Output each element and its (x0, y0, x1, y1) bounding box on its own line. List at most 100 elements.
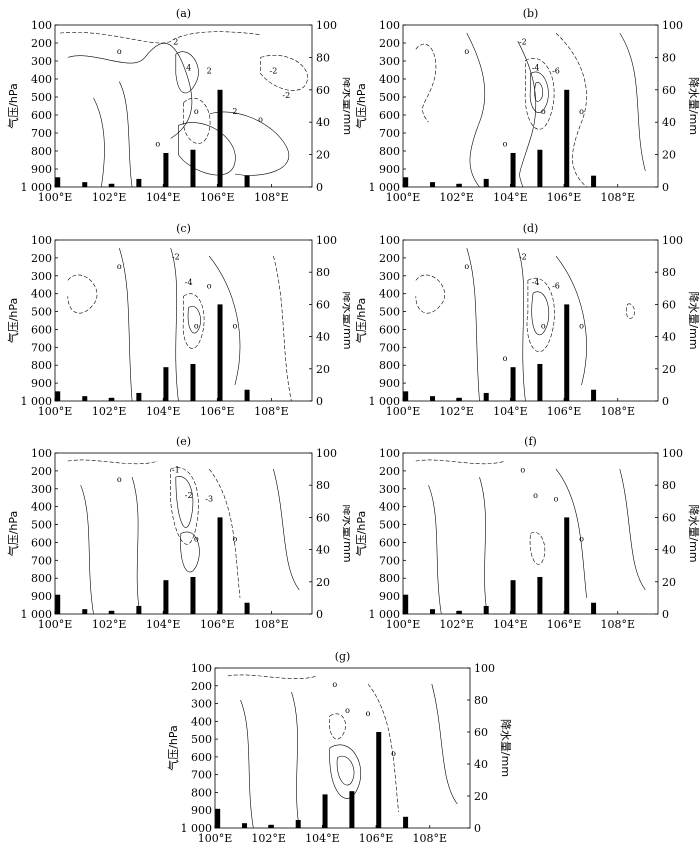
y-left-axis-label: 气压/hPa (6, 298, 20, 344)
y-right-tick-label: 0 (316, 395, 323, 408)
contour-line (336, 755, 355, 786)
precip-bar (483, 605, 489, 614)
y-right-tick-label: 60 (316, 84, 330, 97)
y-left-tick-label: 600 (31, 109, 52, 122)
contour-label: -6 (552, 67, 560, 76)
y-right-tick-label: 60 (474, 726, 488, 739)
x-tick-label: 104°E (493, 618, 528, 631)
precip-bar (564, 517, 570, 614)
y-left-tick-label: 800 (31, 145, 52, 158)
x-tick-label: 100°E (386, 618, 421, 631)
y-right-tick-label: 20 (316, 576, 330, 589)
x-tick-label: 108°E (254, 191, 289, 204)
y-right-tick-label: 60 (662, 298, 676, 311)
contour-label: 2 (232, 107, 237, 116)
y-left-tick-label: 500 (31, 91, 52, 104)
precip-bar (322, 794, 328, 828)
y-left-tick-label: 200 (379, 465, 400, 478)
contour-line (517, 248, 526, 402)
y-left-tick-label: 600 (379, 536, 400, 549)
precip-bar (190, 363, 196, 401)
y-left-tick-label: 400 (31, 73, 52, 86)
contour-label: o (579, 107, 584, 116)
precip-bar (430, 182, 436, 187)
y-left-tick-label: 300 (31, 55, 52, 68)
contour-line (431, 683, 458, 805)
contour-line (187, 305, 201, 334)
y-right-tick-label: 60 (662, 511, 676, 524)
panel-e: (e) 100 200 300 400 500 600 700 800 900 1 000 0 20 40… (0, 432, 355, 646)
contour-label: -4 (532, 63, 540, 72)
x-tick-label: 102°E (92, 618, 127, 631)
precip-bar (295, 820, 301, 828)
precip-bar (55, 594, 61, 614)
precip-bar (483, 392, 489, 401)
contour-label: o (345, 706, 350, 715)
precip-bar (136, 392, 142, 401)
contour-label: o (520, 465, 525, 474)
x-tick-label: 102°E (439, 191, 474, 204)
precip-bar (564, 89, 570, 187)
precip-bar (510, 152, 516, 187)
precip-bar (136, 178, 142, 187)
y-left-tick-label: 800 (191, 786, 212, 799)
panel-g: (g) 100 200 300 400 500 600 700 800 900 1 000 0 20 40… (160, 648, 513, 858)
contour-label: o (117, 47, 122, 56)
y-right-tick-label: 80 (662, 266, 676, 279)
precip-bar (244, 389, 250, 401)
x-tick-label: 106°E (359, 832, 394, 845)
contour-line (208, 468, 241, 598)
y-left-tick-label: 900 (31, 163, 52, 176)
contour-label: -4 (185, 278, 193, 287)
y-left-tick-label: 300 (31, 483, 52, 496)
y-right-axis-label: 降水量/mm (687, 291, 700, 349)
contour-label: o (194, 535, 199, 544)
precip-bar (537, 576, 543, 614)
precip-bar (109, 183, 115, 187)
contour-label: -2 (270, 67, 278, 76)
y-right-tick-label: 0 (474, 822, 481, 835)
y-left-tick-label: 800 (31, 359, 52, 372)
y-right-tick-label: 40 (474, 758, 488, 771)
plot-frame (402, 452, 659, 615)
x-tick-label: 102°E (439, 405, 474, 418)
contour-line (479, 477, 488, 615)
y-left-tick-label: 1 000 (181, 822, 213, 835)
contour-label: o (579, 535, 584, 544)
x-tick-label: 106°E (200, 405, 235, 418)
contour-label: 2 (173, 37, 178, 46)
precip-bar (163, 580, 169, 614)
y-left-tick-label: 500 (191, 733, 212, 746)
precip-bar (109, 610, 115, 614)
y-right-tick-label: 20 (474, 790, 488, 803)
y-left-axis-label: 气压/hPa (166, 725, 180, 771)
precip-bar (190, 576, 196, 614)
y-right-axis-label: 降水量/mm (687, 504, 700, 562)
panel-label: (a) (176, 7, 191, 20)
precip-bar (163, 367, 169, 401)
contour-line (131, 477, 141, 615)
panel-c-chart: (c) 100 200 300 400 500 600 700 800 900 1 000 0 20 40… (6, 222, 355, 418)
y-left-tick-label: 400 (31, 288, 52, 301)
y-right-tick-label: 80 (316, 479, 330, 492)
contour-label: o (554, 494, 559, 503)
y-left-tick-label: 300 (379, 270, 400, 283)
y-right-tick-label: 0 (662, 181, 669, 194)
y-left-tick-label: 700 (31, 127, 52, 140)
y-right-tick-label: 100 (316, 447, 337, 460)
contour-line (555, 468, 587, 598)
contour-line (170, 248, 179, 402)
precip-bar (403, 391, 409, 401)
x-tick-label: 100°E (386, 405, 421, 418)
x-tick-label: 106°E (547, 405, 582, 418)
precip-bar (242, 823, 248, 828)
contour-line (555, 32, 587, 188)
y-left-tick-label: 300 (31, 270, 52, 283)
panel-a-chart: (a) 100 200 300 400 500 600 700 800 900 1 000 0 20 40… (6, 7, 355, 204)
contour-label: o (232, 322, 237, 331)
contour-line (60, 31, 261, 44)
y-right-axis-label: 降水量/mm (687, 77, 700, 135)
contour-label: o (232, 535, 237, 544)
y-right-tick-label: 80 (316, 266, 330, 279)
contour-label: 4 (186, 63, 191, 72)
